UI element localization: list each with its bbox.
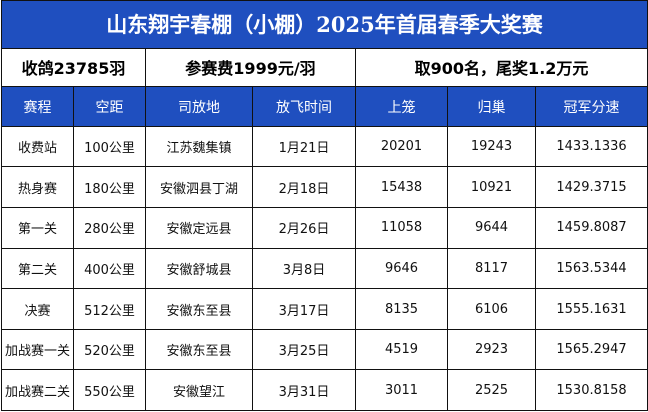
cell-returned: 8117 bbox=[447, 247, 536, 290]
cell-winner-speed: 1563.5344 bbox=[534, 247, 648, 290]
cell-distance: 512公里 bbox=[73, 288, 146, 330]
entry-fee: 参赛费1999元/羽 bbox=[145, 47, 356, 88]
table-row: 第二关 400公里 安徽舒城县 3月8日 9646 8117 1563.5344 bbox=[1, 247, 648, 290]
cell-winner-speed: 1555.1631 bbox=[534, 288, 648, 330]
title-row: 山东翔宇春棚（小棚）2025年首届春季大奖赛 bbox=[0, 0, 648, 49]
cell-winner-speed: 1433.1336 bbox=[534, 125, 648, 168]
table-row: 热身赛 180公里 安徽泗县丁湖 2月18日 15438 10921 1429.3715 bbox=[1, 166, 648, 209]
page-title: 山东翔宇春棚（小棚）2025年首届春季大奖赛 bbox=[0, 0, 648, 49]
collected-count: 收鸽23785羽 bbox=[1, 47, 146, 88]
cell-winner-speed: 1459.8087 bbox=[534, 207, 648, 249]
cell-basketed: 20201 bbox=[355, 125, 448, 168]
cell-stage: 第二关 bbox=[1, 247, 74, 290]
table-row: 决赛 512公里 安徽东至县 3月17日 8135 6106 1555.1631 bbox=[1, 288, 648, 330]
cell-release-time: 3月31日 bbox=[252, 369, 356, 411]
cell-returned: 2525 bbox=[447, 369, 536, 411]
cell-release-time: 3月25日 bbox=[252, 328, 356, 371]
header-release-time: 放飞时间 bbox=[252, 86, 356, 127]
cell-basketed: 15438 bbox=[355, 166, 448, 209]
header-stage: 赛程 bbox=[1, 86, 74, 127]
cell-basketed: 9646 bbox=[355, 247, 448, 290]
header-winner-speed: 冠军分速 bbox=[534, 86, 648, 127]
cell-distance: 520公里 bbox=[73, 328, 146, 371]
cell-basketed: 11058 bbox=[355, 207, 448, 249]
column-header-row: 赛程 空距 司放地 放飞时间 上笼 归巢 冠军分速 bbox=[1, 86, 648, 127]
cell-basketed: 8135 bbox=[355, 288, 448, 330]
cell-distance: 400公里 bbox=[73, 247, 146, 290]
cell-release-site: 安徽望江 bbox=[145, 369, 253, 411]
cell-stage: 第一关 bbox=[1, 207, 74, 249]
header-distance: 空距 bbox=[73, 86, 146, 127]
cell-stage: 收费站 bbox=[1, 125, 74, 168]
cell-distance: 280公里 bbox=[73, 207, 146, 249]
table-row: 加战赛二关 550公里 安徽望江 3月31日 3011 2525 1530.8158 bbox=[1, 369, 648, 411]
cell-winner-speed: 1429.3715 bbox=[534, 166, 648, 209]
prize-info: 取900名，尾奖1.2万元 bbox=[354, 47, 648, 88]
info-row: 收鸽23785羽 参赛费1999元/羽 取900名，尾奖1.2万元 bbox=[1, 47, 648, 88]
cell-winner-speed: 1565.2947 bbox=[534, 328, 648, 371]
cell-basketed: 3011 bbox=[355, 369, 448, 411]
cell-distance: 180公里 bbox=[73, 166, 146, 209]
cell-returned: 10921 bbox=[447, 166, 536, 209]
table-row: 收费站 100公里 江苏魏集镇 1月21日 20201 19243 1433.1336 bbox=[1, 125, 648, 168]
table-row: 第一关 280公里 安徽定远县 2月26日 11058 9644 1459.8087 bbox=[1, 207, 648, 249]
cell-stage: 热身赛 bbox=[1, 166, 74, 209]
cell-release-site: 江苏魏集镇 bbox=[145, 125, 253, 168]
cell-stage: 加战赛一关 bbox=[1, 328, 74, 371]
cell-distance: 550公里 bbox=[73, 369, 146, 411]
cell-release-site: 安徽东至县 bbox=[145, 288, 253, 330]
cell-release-site: 安徽定远县 bbox=[145, 207, 253, 249]
cell-release-site: 安徽泗县丁湖 bbox=[145, 166, 253, 209]
cell-release-time: 2月26日 bbox=[252, 207, 356, 249]
cell-returned: 6106 bbox=[447, 288, 536, 330]
cell-stage: 加战赛二关 bbox=[1, 369, 74, 411]
cell-release-site: 安徽舒城县 bbox=[145, 247, 253, 290]
cell-distance: 100公里 bbox=[73, 125, 146, 168]
header-release-site: 司放地 bbox=[145, 86, 253, 127]
cell-winner-speed: 1530.8158 bbox=[534, 369, 648, 411]
cell-release-time: 2月18日 bbox=[252, 166, 356, 209]
cell-release-time: 1月21日 bbox=[252, 125, 356, 168]
cell-returned: 2923 bbox=[447, 328, 536, 371]
cell-returned: 9644 bbox=[447, 207, 536, 249]
cell-basketed: 4519 bbox=[355, 328, 448, 371]
cell-release-time: 3月17日 bbox=[252, 288, 356, 330]
table-row: 加战赛一关 520公里 安徽东至县 3月25日 4519 2923 1565.2947 bbox=[1, 328, 648, 371]
cell-release-site: 安徽东至县 bbox=[145, 328, 253, 371]
header-returned: 归巢 bbox=[447, 86, 536, 127]
cell-returned: 19243 bbox=[447, 125, 536, 168]
cell-stage: 决赛 bbox=[1, 288, 74, 330]
cell-release-time: 3月8日 bbox=[252, 247, 356, 290]
header-basketed: 上笼 bbox=[355, 86, 448, 127]
